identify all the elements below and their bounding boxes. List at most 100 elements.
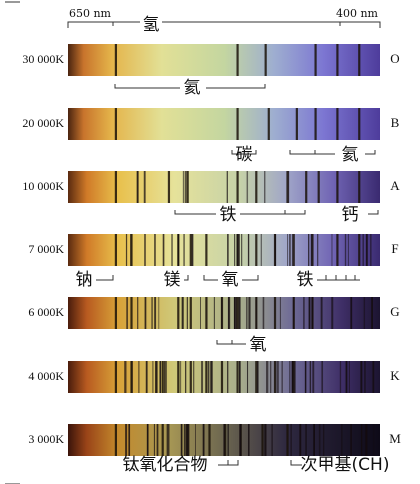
absorption-line: [187, 297, 188, 329]
absorption-line: [144, 171, 146, 203]
absorption-line: [126, 234, 127, 266]
absorption-line: [247, 297, 248, 329]
absorption-line: [200, 297, 201, 329]
absorption-line: [192, 234, 194, 266]
absorption-line: [296, 108, 298, 140]
absorption-line: [115, 234, 117, 266]
absorption-line: [364, 297, 365, 329]
absorption-line: [236, 44, 238, 76]
absorption-line: [147, 424, 148, 456]
absorption-line: [275, 234, 276, 266]
absorption-line: [234, 297, 235, 329]
absorption-line: [371, 297, 373, 329]
element-label: 氦: [342, 145, 359, 165]
absorption-line: [265, 44, 267, 76]
absorption-line: [115, 297, 117, 329]
annotation-bracket: [96, 275, 113, 280]
absorption-line: [317, 234, 318, 266]
absorption-line: [358, 234, 360, 266]
absorption-line: [366, 424, 368, 456]
absorption-line: [195, 424, 196, 456]
absorption-line: [160, 361, 161, 393]
absorption-line: [178, 234, 179, 266]
absorption-line: [227, 234, 229, 266]
temperature-label: 10 000K: [22, 179, 64, 193]
absorption-line: [163, 234, 165, 266]
class-label: O: [390, 51, 399, 66]
absorption-line: [261, 424, 263, 456]
absorption-line: [345, 234, 346, 266]
absorption-line: [126, 297, 128, 329]
absorption-line: [144, 234, 146, 266]
absorption-line: [292, 234, 293, 266]
absorption-line: [331, 234, 332, 266]
absorption-line: [264, 171, 265, 203]
absorption-line: [358, 108, 360, 140]
absorption-line: [303, 297, 305, 329]
absorption-line: [336, 108, 338, 140]
absorption-line: [203, 424, 205, 456]
absorption-line: [236, 361, 238, 393]
temperature-label: 6 000K: [28, 305, 64, 319]
absorption-line: [115, 424, 117, 456]
element-label: 碳: [236, 145, 253, 165]
element-label: 次甲基(CH): [301, 455, 390, 475]
absorption-line: [310, 361, 311, 393]
absorption-line: [340, 361, 341, 393]
absorption-line: [361, 361, 363, 393]
absorption-line: [348, 234, 349, 266]
absorption-line: [319, 424, 321, 456]
absorption-line: [363, 234, 364, 266]
top-label: 氢: [143, 15, 160, 35]
absorption-line: [346, 361, 347, 393]
absorption-line: [274, 297, 276, 329]
absorption-line: [323, 424, 324, 456]
absorption-line: [190, 297, 192, 329]
absorption-line: [292, 361, 293, 393]
absorption-line: [264, 424, 265, 456]
absorption-line: [349, 361, 350, 393]
absorption-line: [137, 297, 138, 329]
absorption-line: [341, 424, 343, 456]
absorption-line: [239, 297, 241, 329]
absorption-line: [238, 234, 240, 266]
absorption-line: [336, 171, 338, 203]
class-label: M: [389, 431, 401, 446]
absorption-line: [181, 424, 182, 456]
absorption-line: [271, 424, 272, 456]
annotation-bracket: [290, 150, 375, 154]
absorption-line: [205, 361, 207, 393]
element-label: 钛氧化合物: [123, 455, 208, 475]
absorption-line: [183, 171, 185, 203]
absorption-line: [336, 234, 338, 266]
absorption-line: [188, 424, 190, 456]
absorption-line: [184, 424, 186, 456]
absorption-line: [289, 361, 290, 393]
absorption-line: [205, 234, 207, 266]
class-label: G: [390, 304, 399, 319]
absorption-line: [237, 234, 238, 266]
absorption-line: [185, 361, 186, 393]
temperature-label: 20 000K: [22, 116, 64, 130]
spectra-figure: 650 nm 400 nm 氢 30 000KO20 000KB10 000KA…: [0, 0, 420, 484]
absorption-line: [228, 297, 230, 329]
absorption-line: [227, 171, 228, 203]
absorption-line: [162, 424, 164, 456]
element-label: 铁: [297, 270, 314, 290]
absorption-line: [331, 297, 332, 329]
absorption-line: [162, 361, 164, 393]
absorption-line: [158, 297, 159, 329]
absorption-line: [115, 108, 117, 140]
element-label: 钠: [76, 270, 93, 290]
temperature-label: 4 000K: [28, 369, 64, 383]
absorption-line: [311, 234, 313, 266]
absorption-line: [358, 171, 360, 203]
absorption-line: [312, 297, 314, 329]
absorption-line: [221, 297, 222, 329]
absorption-line: [255, 234, 257, 266]
absorption-line: [125, 361, 127, 393]
absorption-line: [234, 234, 235, 266]
absorption-line: [214, 297, 215, 329]
element-label: 铁: [220, 205, 237, 225]
absorption-line: [154, 424, 155, 456]
